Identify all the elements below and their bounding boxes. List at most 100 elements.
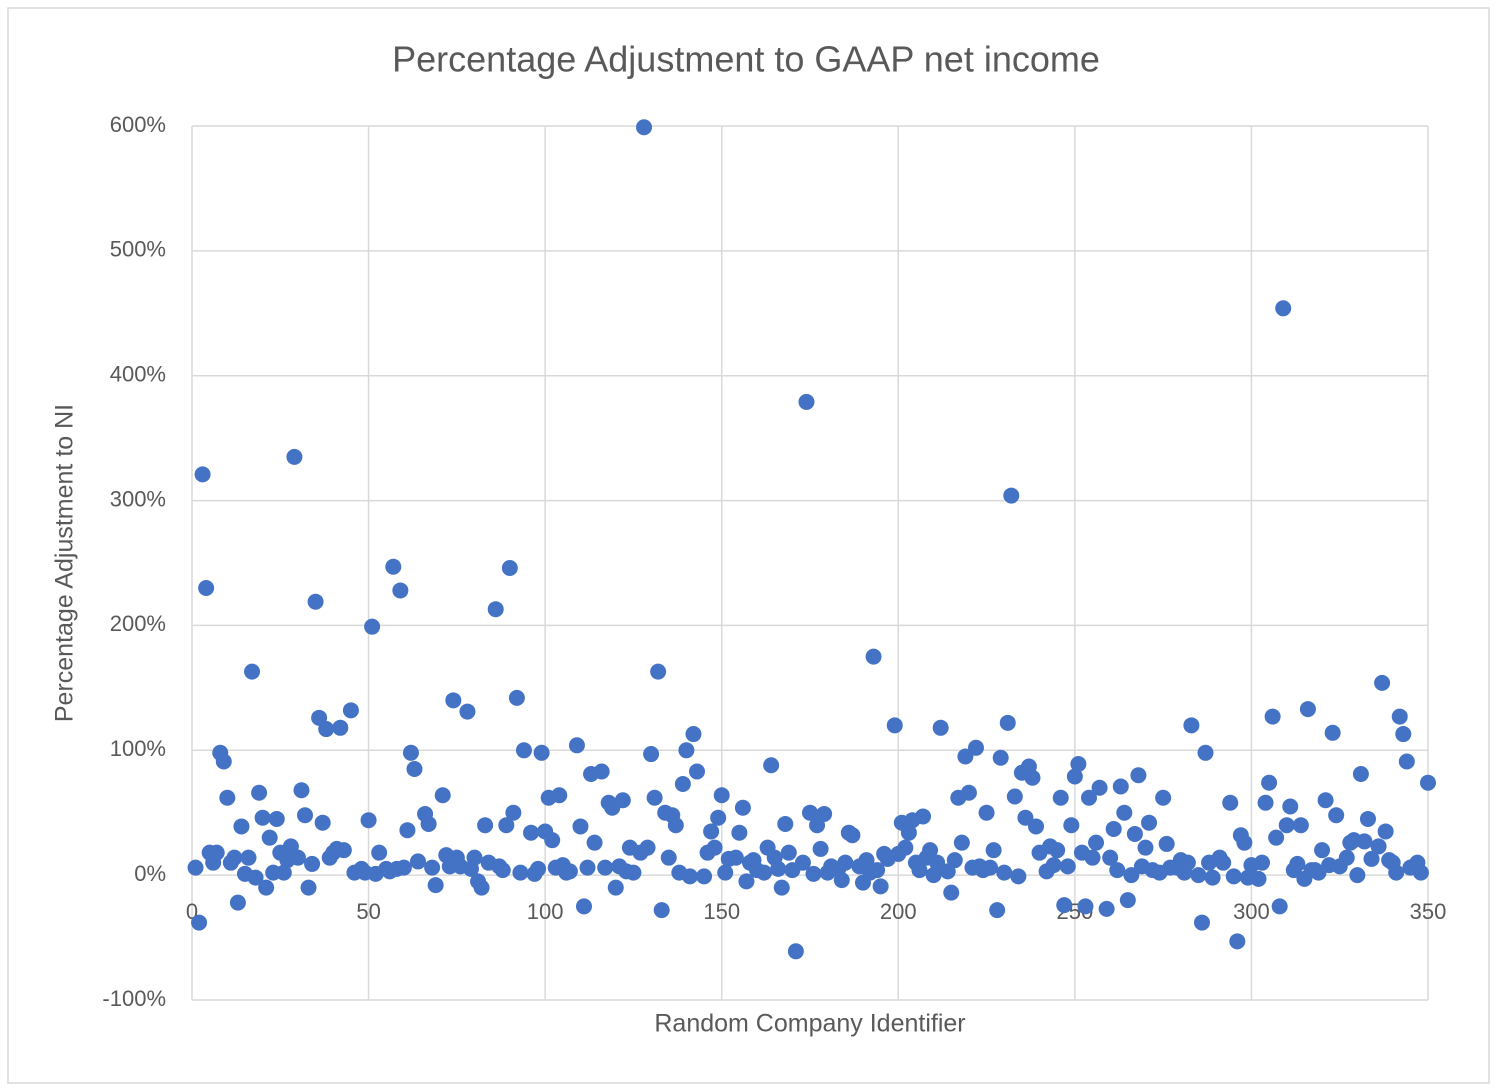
data-point	[1377, 823, 1394, 840]
data-point	[911, 862, 928, 879]
data-point	[424, 859, 441, 876]
chart-title: Percentage Adjustment to GAAP net income	[392, 39, 1100, 80]
data-point	[1003, 487, 1020, 504]
data-point	[314, 814, 331, 831]
data-point	[960, 784, 977, 801]
data-point	[773, 879, 790, 896]
data-point	[293, 782, 310, 799]
data-point	[254, 809, 271, 826]
data-point	[251, 784, 268, 801]
x-tick-label: 50	[356, 899, 380, 924]
data-point	[1257, 794, 1274, 811]
data-point	[1352, 766, 1369, 783]
data-point	[982, 859, 999, 876]
data-point	[872, 878, 889, 895]
data-point	[639, 839, 656, 856]
data-point	[544, 832, 561, 849]
data-point	[915, 808, 932, 825]
data-point	[219, 789, 236, 806]
data-point	[1091, 779, 1108, 796]
data-point	[392, 582, 409, 599]
data-point	[498, 817, 515, 834]
data-point	[763, 757, 780, 774]
data-point	[865, 648, 882, 665]
data-point	[688, 763, 705, 780]
data-point	[798, 393, 815, 410]
data-point	[1063, 817, 1080, 834]
data-point	[1363, 850, 1380, 867]
data-point	[897, 839, 914, 856]
data-point	[925, 867, 942, 884]
data-point	[756, 864, 773, 881]
data-point	[812, 840, 829, 857]
data-point	[900, 824, 917, 841]
data-point	[332, 719, 349, 736]
data-point	[1179, 854, 1196, 871]
data-point	[985, 842, 1002, 859]
data-point	[501, 559, 518, 576]
data-point	[561, 863, 578, 880]
data-point	[1105, 820, 1122, 837]
data-point	[187, 859, 204, 876]
data-point	[434, 787, 451, 804]
data-point	[568, 737, 585, 754]
data-point	[833, 872, 850, 889]
data-point	[703, 823, 720, 840]
data-point	[794, 854, 811, 871]
data-point	[466, 849, 483, 866]
data-point	[886, 717, 903, 734]
data-point	[572, 818, 589, 835]
data-point	[494, 862, 511, 879]
data-point	[946, 852, 963, 869]
data-point	[1098, 900, 1115, 917]
data-point	[1077, 898, 1094, 915]
data-point	[515, 742, 532, 759]
data-point	[1359, 810, 1376, 827]
data-point	[738, 873, 755, 890]
data-point	[1292, 817, 1309, 834]
x-tick-label: 350	[1410, 899, 1447, 924]
x-tick-label: 300	[1233, 899, 1270, 924]
data-point	[713, 787, 730, 804]
data-point	[371, 844, 388, 861]
y-tick-label: 100%	[110, 736, 166, 761]
data-point	[660, 849, 677, 866]
data-point	[869, 862, 886, 879]
y-tick-label: 200%	[110, 611, 166, 636]
data-point	[523, 824, 540, 841]
y-tick-label: 0%	[134, 861, 166, 886]
data-point	[1388, 864, 1405, 881]
data-point	[477, 817, 494, 834]
data-point	[1193, 914, 1210, 931]
data-point	[1261, 774, 1278, 791]
y-tick-label: 500%	[110, 237, 166, 262]
data-point	[1197, 744, 1214, 761]
data-point	[685, 726, 702, 743]
y-tick-label: 400%	[110, 362, 166, 387]
data-point	[667, 817, 684, 834]
data-point	[208, 844, 225, 861]
data-point	[1282, 798, 1299, 815]
data-point	[1317, 792, 1334, 809]
data-point	[505, 804, 522, 821]
data-point	[710, 809, 727, 826]
data-point	[1275, 300, 1292, 317]
data-point	[1006, 788, 1023, 805]
data-point	[586, 834, 603, 851]
x-tick-label: 200	[880, 899, 917, 924]
data-point	[1119, 892, 1136, 909]
data-point	[957, 748, 974, 765]
data-point	[978, 804, 995, 821]
data-point	[636, 119, 653, 136]
data-point	[297, 807, 314, 824]
data-point	[1225, 868, 1242, 885]
data-point	[1338, 849, 1355, 866]
data-point	[1056, 897, 1073, 914]
data-point	[1102, 849, 1119, 866]
data-point	[318, 721, 335, 738]
data-point	[1222, 794, 1239, 811]
data-point	[1370, 838, 1387, 855]
data-point	[512, 864, 529, 881]
data-point	[364, 618, 381, 635]
